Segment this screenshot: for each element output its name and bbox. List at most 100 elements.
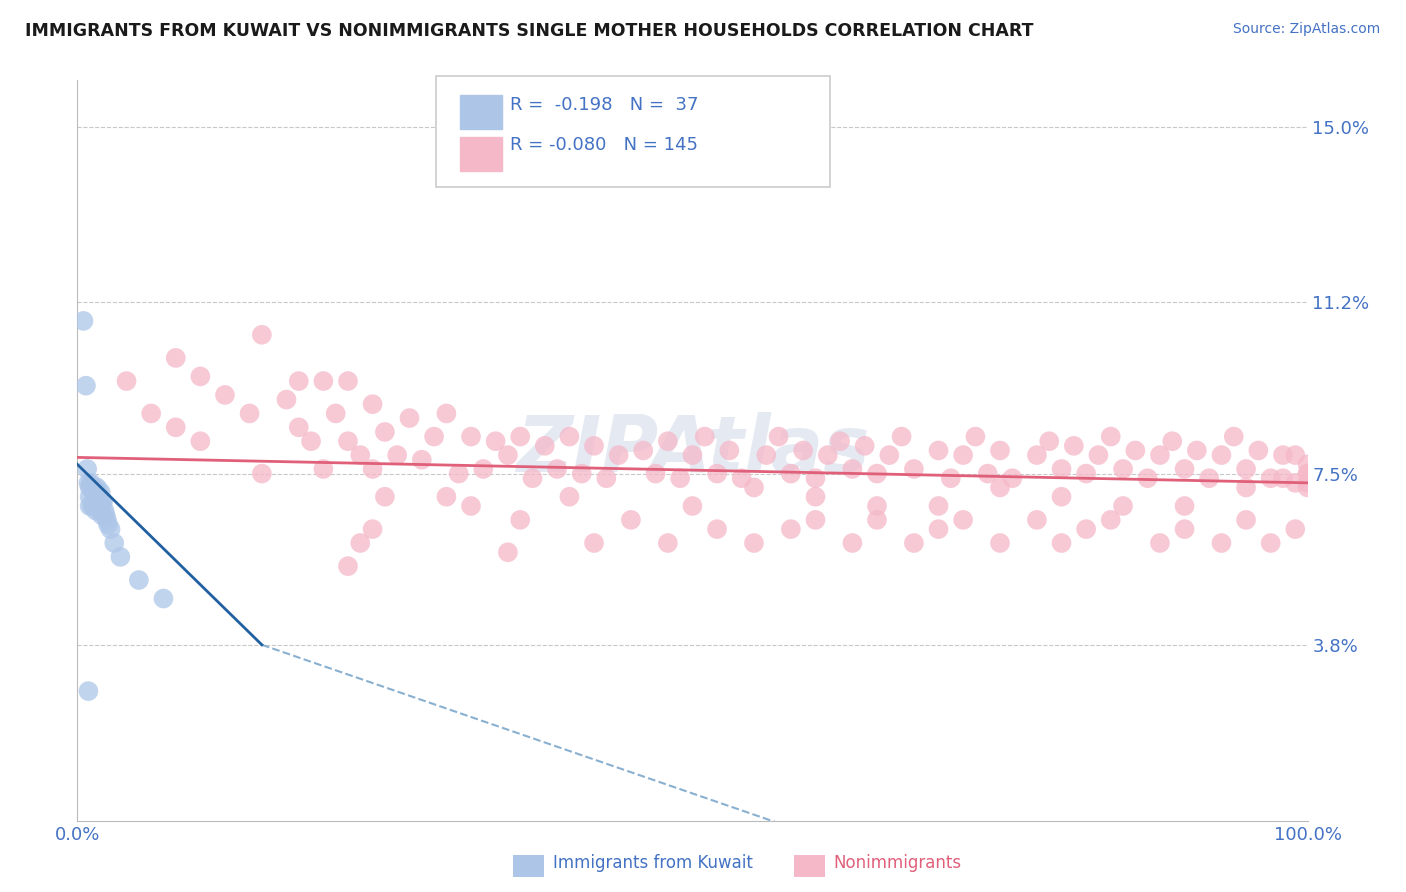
Point (1099, 429, 1122, 443)
Point (866, 467, 889, 481)
Point (361, 522, 384, 536)
Point (866, 513, 889, 527)
Point (1198, 471, 1220, 485)
Point (879, 448, 901, 462)
Point (804, 513, 827, 527)
Point (1296, 475, 1319, 490)
Point (1260, 471, 1282, 485)
Text: R =  -0.198   N =  37: R = -0.198 N = 37 (510, 96, 699, 114)
Point (1050, 462, 1073, 476)
Text: ZIPAtlas: ZIPAtlas (516, 412, 869, 489)
Point (1296, 458, 1319, 472)
Point (1026, 448, 1049, 462)
Point (607, 448, 630, 462)
Point (86, 481, 108, 495)
Point (349, 536, 371, 550)
Point (633, 443, 655, 458)
Point (312, 462, 335, 476)
Point (1125, 443, 1147, 458)
Point (1174, 462, 1197, 476)
Point (75, 378, 97, 392)
Point (128, 573, 150, 587)
Point (1050, 536, 1073, 550)
Point (83, 481, 105, 495)
Point (1223, 429, 1246, 443)
Point (299, 434, 322, 449)
Point (841, 462, 863, 476)
Point (152, 591, 174, 606)
Point (115, 374, 138, 388)
Point (595, 471, 617, 485)
Text: R = -0.080   N = 145: R = -0.080 N = 145 (510, 136, 699, 154)
Point (79, 499, 101, 513)
Point (952, 513, 974, 527)
Point (77, 475, 100, 490)
Point (903, 536, 925, 550)
Point (742, 481, 765, 495)
Point (250, 467, 273, 481)
Point (1038, 434, 1060, 449)
Point (436, 490, 458, 504)
Point (1247, 443, 1270, 458)
Point (1050, 490, 1073, 504)
Point (87, 485, 110, 500)
Point (337, 559, 360, 574)
Point (1234, 513, 1257, 527)
Point (682, 448, 704, 462)
Point (141, 407, 163, 421)
Point (928, 499, 950, 513)
Point (928, 443, 950, 458)
Point (411, 452, 433, 467)
Point (1272, 471, 1295, 485)
Point (669, 471, 692, 485)
Point (86, 494, 108, 508)
Point (1296, 467, 1319, 481)
Point (72, 314, 94, 328)
Point (804, 471, 827, 485)
Point (780, 522, 803, 536)
Point (90, 494, 114, 508)
Point (1284, 522, 1306, 536)
Point (965, 429, 987, 443)
Point (447, 467, 470, 481)
Point (239, 407, 262, 421)
Point (1174, 499, 1197, 513)
Point (1174, 522, 1197, 536)
Point (903, 462, 925, 476)
Point (1063, 439, 1085, 453)
Point (100, 522, 122, 536)
Point (558, 490, 581, 504)
Point (693, 429, 716, 443)
Point (546, 462, 568, 476)
Point (460, 429, 482, 443)
Point (1136, 471, 1159, 485)
Point (768, 429, 790, 443)
Point (89, 490, 111, 504)
Point (80, 475, 103, 490)
Text: Nonimmigrants: Nonimmigrants (834, 854, 962, 871)
Point (731, 471, 754, 485)
Point (1087, 448, 1109, 462)
Point (1149, 448, 1171, 462)
Point (780, 467, 803, 481)
Point (82, 485, 104, 500)
Point (1260, 536, 1282, 550)
Point (682, 499, 704, 513)
Point (398, 411, 420, 425)
Point (77, 684, 100, 698)
Point (423, 429, 446, 443)
Point (97, 517, 120, 532)
Point (496, 448, 519, 462)
Point (1296, 481, 1319, 495)
Point (1272, 448, 1295, 462)
Point (188, 434, 212, 449)
Point (82, 481, 104, 495)
Point (87, 499, 110, 513)
Point (288, 374, 311, 388)
Point (90, 499, 112, 513)
Point (103, 536, 125, 550)
Point (1234, 462, 1257, 476)
Point (349, 448, 371, 462)
Point (374, 490, 396, 504)
Point (1001, 471, 1024, 485)
